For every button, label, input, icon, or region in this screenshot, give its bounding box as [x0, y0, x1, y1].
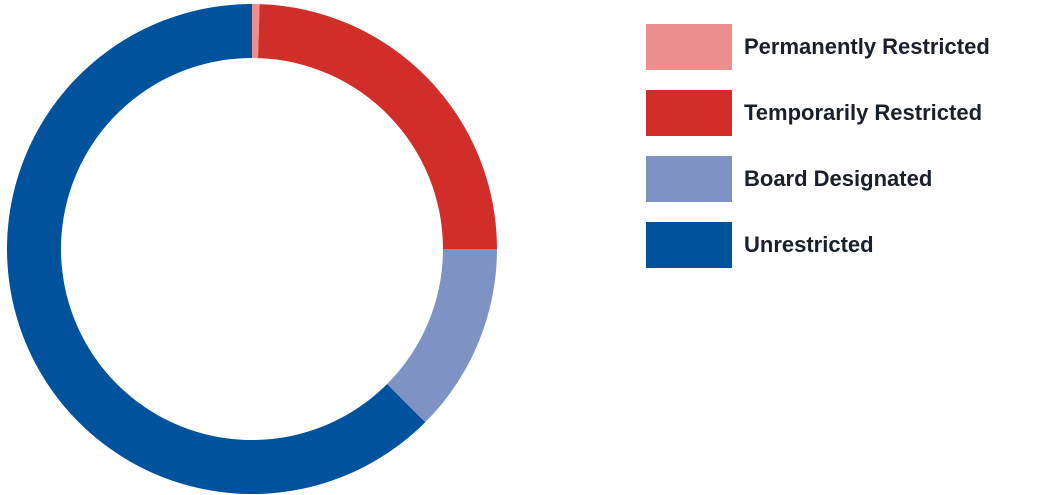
legend-label: Board Designated: [744, 166, 933, 191]
legend-swatch: [646, 90, 732, 136]
slice-board-designated: [387, 249, 497, 423]
slice-unrestricted: [6, 4, 426, 495]
legend-label: Permanently Restricted: [744, 34, 990, 59]
legend-item-unrestricted: Unrestricted: [646, 222, 1064, 268]
legend-item-temporarily-restricted: Temporarily Restricted: [646, 90, 1064, 136]
legend-label: Unrestricted: [744, 232, 874, 257]
legend: Permanently Restricted Temporarily Restr…: [646, 24, 1064, 288]
slices-group: [6, 4, 497, 495]
legend-item-board-designated: Board Designated: [646, 156, 1064, 202]
legend-swatch: [646, 156, 732, 202]
legend-item-permanently-restricted: Permanently Restricted: [646, 24, 1064, 70]
slice-permanently-restricted: [252, 4, 260, 59]
slice-temporarily-restricted: [257, 4, 497, 249]
legend-swatch: [646, 222, 732, 268]
legend-label: Temporarily Restricted: [744, 100, 983, 125]
legend-swatch: [646, 24, 732, 70]
